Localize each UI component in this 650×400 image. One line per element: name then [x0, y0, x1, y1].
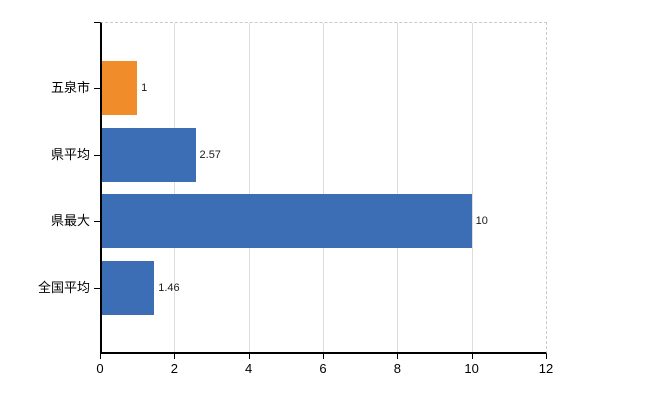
x-gridline: [397, 23, 399, 352]
x-axis-tick: [323, 354, 324, 359]
y-axis-top-tick: [94, 22, 100, 23]
category-label: 五泉市: [50, 80, 90, 96]
x-axis-tick: [546, 354, 547, 359]
x-axis-tick-label: 8: [393, 361, 401, 376]
x-axis-tick-label: 0: [96, 361, 104, 376]
x-axis-tick: [100, 354, 101, 359]
category-label: 県最大: [50, 213, 90, 229]
x-gridline: [248, 23, 250, 352]
bar-4: [102, 260, 155, 315]
x-gridline: [174, 23, 176, 352]
x-axis-tick-label: 6: [319, 361, 327, 376]
x-axis-tick-label: 4: [245, 361, 253, 376]
y-axis-tick: [94, 88, 100, 90]
x-axis-tick: [471, 354, 473, 359]
x-axis-tick: [174, 354, 176, 359]
bar-1: [102, 61, 138, 116]
bar-value-label: 1.46: [158, 281, 180, 294]
x-axis-tick-label: 12: [538, 361, 554, 376]
x-axis-tick: [248, 354, 250, 359]
category-label: 県平均: [50, 146, 90, 162]
x-axis-tick-label: 2: [170, 361, 178, 376]
bar-2: [102, 127, 196, 182]
bar-value-label: 1: [141, 82, 148, 95]
x-gridline: [471, 23, 473, 352]
x-axis-tick-label: 10: [464, 361, 479, 376]
category-label: 全国平均: [37, 279, 90, 295]
bar-value-label: 2.57: [199, 148, 221, 161]
y-axis-tick: [94, 154, 100, 156]
bar-3: [102, 194, 472, 249]
y-axis-tick: [94, 287, 100, 289]
plot-area-border: [100, 22, 547, 354]
x-gridline: [323, 23, 324, 352]
x-axis-tick: [397, 354, 399, 359]
bar-value-label: 10: [475, 215, 488, 228]
y-axis-tick: [94, 221, 100, 223]
